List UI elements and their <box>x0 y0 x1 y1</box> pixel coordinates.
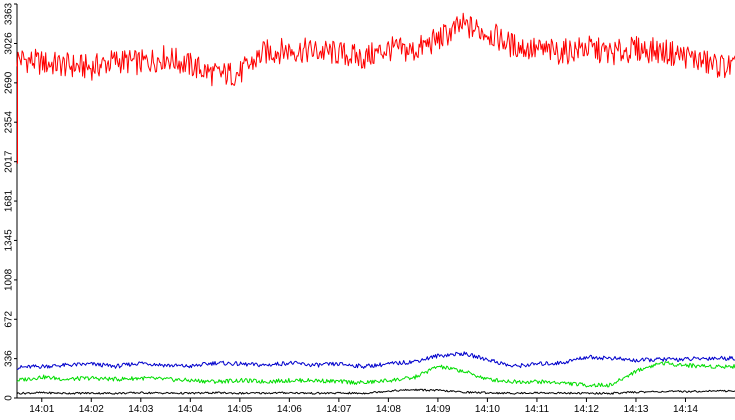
y-tick-label: 1681 <box>4 189 15 212</box>
x-tick-label: 14:13 <box>623 404 648 415</box>
x-tick-label: 14:06 <box>277 404 302 415</box>
y-tick-label: 1008 <box>4 268 15 291</box>
x-tick-label: 14:07 <box>326 404 351 415</box>
y-tick-label: 2017 <box>4 150 15 173</box>
x-tick-label: 14:10 <box>475 404 500 415</box>
x-tick-label: 14:01 <box>29 404 54 415</box>
x-tick-label: 14:08 <box>376 404 401 415</box>
y-tick-label: 336 <box>4 350 15 367</box>
x-tick-label: 14:11 <box>525 404 550 415</box>
y-tick-label: 3026 <box>4 32 15 55</box>
y-tick-label: 1345 <box>4 229 15 252</box>
series-line-3 <box>16 361 735 388</box>
series-group <box>16 12 735 395</box>
x-tick-label: 14:05 <box>227 404 252 415</box>
x-tick-label: 14:03 <box>128 404 153 415</box>
y-tick-label: 672 <box>4 310 15 327</box>
series-line-4 <box>16 388 735 395</box>
x-tick-label: 14:14 <box>673 404 698 415</box>
y-tick-label: 3363 <box>4 2 15 25</box>
series-line-1 <box>16 12 735 87</box>
x-axis: 14:01 14:02 14:03 14:04 14:05 14:06 14:07 14:08… <box>17 397 735 415</box>
y-tick-label: 2354 <box>4 111 15 134</box>
y-tick-label: 2690 <box>4 71 15 94</box>
series-line-2 <box>16 351 735 370</box>
x-tick-label: 14:09 <box>425 404 450 415</box>
y-tick-label: 0 <box>4 395 15 401</box>
x-tick-label: 14:04 <box>178 404 203 415</box>
x-tick-label: 14:12 <box>574 404 599 415</box>
x-tick-label: 14:02 <box>79 404 104 415</box>
